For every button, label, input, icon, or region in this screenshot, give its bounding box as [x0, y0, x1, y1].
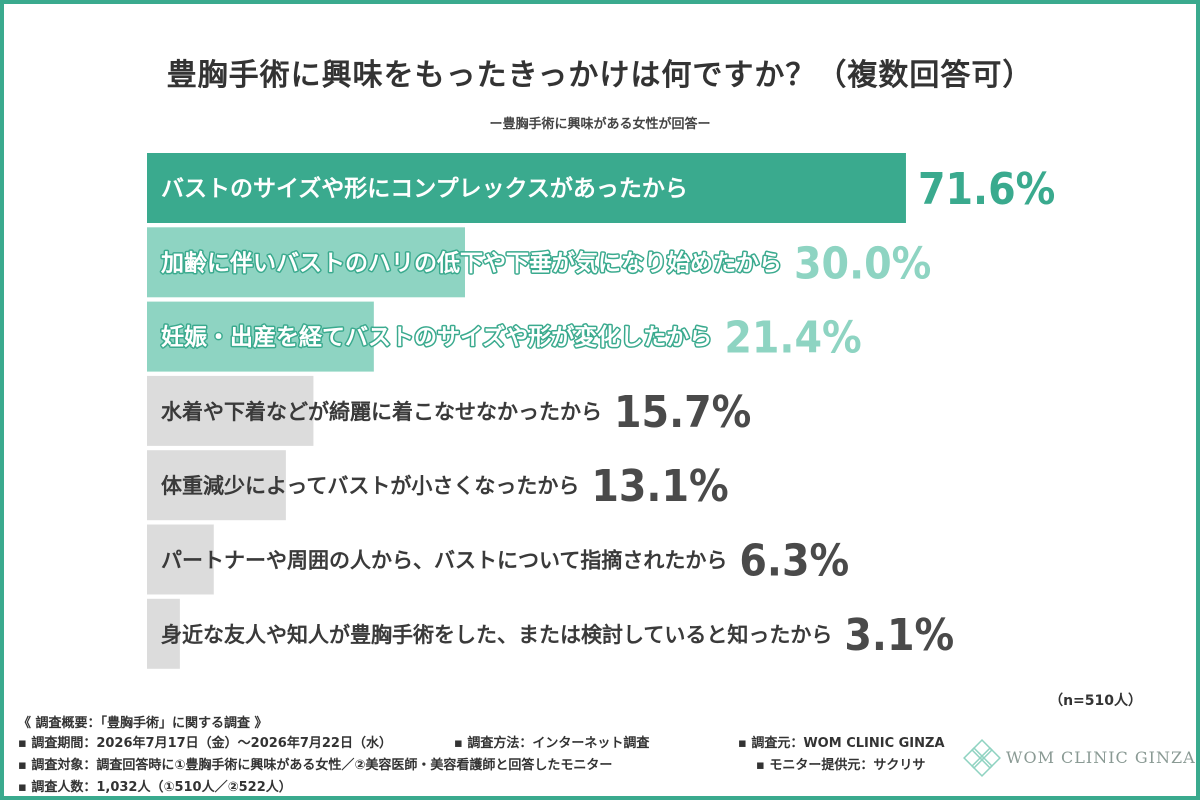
bar-1 — [147, 153, 906, 223]
clinic-logo: WOM CLINIC GINZA — [962, 738, 1195, 778]
value-label-1: 71.6% — [918, 164, 1055, 215]
bar-4 — [147, 375, 314, 446]
chart-subtitle: ー豊胸手術に興味がある女性が回答ー — [489, 117, 711, 132]
survey-count: ▪ 調査人数：1,032人（①510人／②522人） — [18, 780, 292, 795]
bar-6 — [147, 524, 214, 595]
bar-label-5: 体重減少によってバストが小さくなったから — [161, 474, 579, 498]
bar-label-3: 妊娠・出産を経てバストのサイズや形が変化したから — [161, 324, 712, 351]
bar-label-7: 身近な友人や知人が豊胸手術をした、または検討していると知ったから — [161, 623, 832, 647]
sample-size-label: （n=510人） — [1049, 693, 1142, 709]
bar-label-2: 加齢に伴いバストのハリの低下や下垂が気になり始めたから — [160, 249, 782, 276]
diamond-lattice-logo-icon — [963, 739, 1001, 777]
bar-7 — [147, 598, 180, 669]
clinic-logo-text: WOM CLINIC GINZA — [1006, 748, 1196, 767]
value-label-6: 6.3% — [739, 536, 849, 587]
value-label-3: 21.4% — [724, 313, 861, 364]
survey-notes: 《 調査概要：「豊胸手術」に関する調査 》 ▪ 調査期間：2026年7月17日（… — [18, 712, 1182, 796]
bar-label-6: パートナーや周囲の人から、バストについて指摘されたから — [161, 549, 727, 573]
bar-label-1: バストのサイズや形にコンプレックスがあったから — [161, 175, 688, 202]
survey-source: ▪ 調査元：WOM CLINIC GINZA — [738, 736, 945, 751]
survey-period: ▪ 調査期間：2026年7月17日（金）〜2026年7月22日（水） — [18, 736, 392, 751]
bar-2 — [147, 227, 465, 298]
survey-method: ▪ 調査方法：インターネット調査 — [454, 736, 650, 751]
bar-5 — [147, 450, 286, 521]
value-label-2: 30.0% — [794, 238, 931, 289]
bar-3 — [147, 301, 374, 372]
bar-label-4: 水着や下着などが綺麗に着こなせなかったから — [161, 400, 602, 424]
bar-chart: バストのサイズや形にコンプレックスがあったから 71.6% 加齢に伴いバストのハリの… — [147, 153, 1055, 669]
survey-target: ▪ 調査対象：調査回答時に①豊胸手術に興味がある女性／②美容医師・美容看護師と回… — [18, 758, 613, 773]
value-label-4: 15.7% — [614, 387, 751, 438]
value-label-7: 3.1% — [844, 610, 954, 661]
survey-provider: ▪ モニター提供元：サクリサ — [756, 758, 926, 773]
survey-heading: 《 調査概要：「豊胸手術」に関する調査 》 — [18, 716, 268, 731]
chart-title: 豊胸手術に興味をもったきっかけは何ですか？（複数回答可） — [166, 58, 1034, 93]
value-label-5: 13.1% — [591, 461, 728, 512]
